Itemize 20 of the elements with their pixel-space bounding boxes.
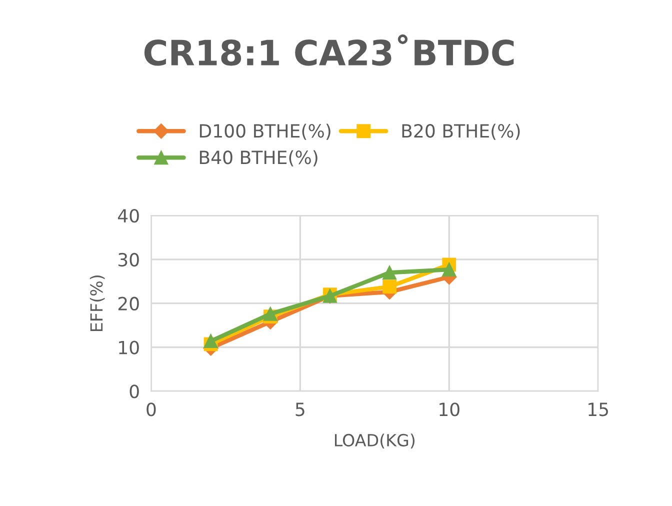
- y-axis-title: EFF(%): [90, 276, 105, 331]
- chart-title: CR18:1 CA23˚BTDC: [144, 34, 514, 66]
- y-tick-label: 40: [118, 209, 139, 223]
- point: [263, 306, 278, 321]
- legend-label: D100 BTHE(%): [200, 124, 330, 140]
- x-tick-label: 5: [296, 402, 304, 416]
- y-tick-label: 0: [130, 384, 139, 398]
- x-axis-title: LOAD(KG): [334, 434, 415, 448]
- x-tick-label: 10: [440, 402, 460, 416]
- y-tick-label: 30: [118, 252, 139, 267]
- point: [382, 280, 396, 294]
- legend-label: B20 BTHE(%): [402, 124, 520, 140]
- x-tick-label: 0: [146, 402, 156, 416]
- point: [382, 266, 396, 280]
- legend-label: B40 BTHE(%): [200, 150, 318, 166]
- point: [204, 334, 218, 348]
- y-tick-label: 10: [119, 340, 139, 354]
- point: [442, 262, 456, 276]
- x-tick-label: 15: [588, 402, 608, 416]
- y-tick-label: 20: [118, 296, 139, 310]
